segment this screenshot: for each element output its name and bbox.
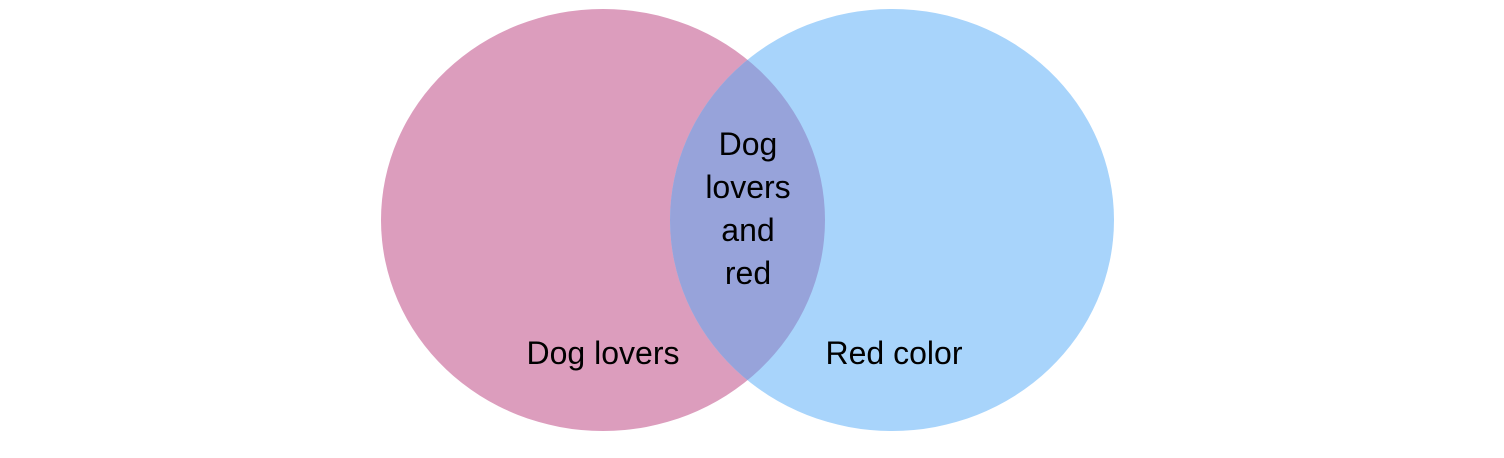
set-label-red-color: Red color <box>826 335 963 371</box>
intersection-label-line: and <box>721 212 774 248</box>
intersection-region <box>670 9 825 431</box>
intersection-label-line: red <box>725 255 771 291</box>
intersection-label-line: Dog <box>719 126 778 162</box>
set-label-dog-lovers: Dog lovers <box>527 335 680 371</box>
intersection-label-line: lovers <box>705 169 790 205</box>
